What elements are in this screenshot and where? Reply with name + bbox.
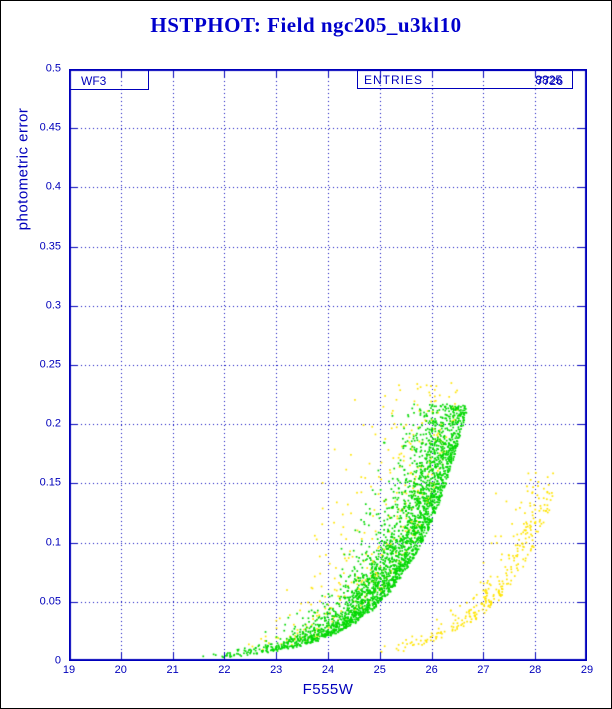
y-tick-label: 0.35: [39, 240, 61, 253]
y-axis-label: photometric error: [14, 107, 32, 231]
x-tick-label: 24: [321, 664, 335, 676]
detector-label-box: [70, 69, 149, 90]
page-title: HSTPHOT: Field ngc205_u3kl10: [150, 13, 462, 37]
y-tick-label: 0.5: [45, 62, 61, 75]
x-tick-label: 22: [218, 664, 231, 676]
detector-label: WF3: [81, 74, 107, 88]
y-tick-label: 0.45: [39, 121, 61, 134]
y-tick-label: 0.1: [45, 536, 61, 549]
y-tick-label: 0.2: [45, 417, 61, 430]
scatter-plot-canvas: [69, 69, 587, 661]
y-tick-label: 0: [54, 654, 61, 667]
x-tick-label: 23: [270, 664, 283, 676]
x-tick-label: 25: [373, 664, 386, 676]
entries-value-primary: 8825: [535, 73, 562, 87]
x-tick-label: 27: [477, 664, 490, 676]
x-tick-label: 21: [166, 664, 179, 676]
x-tick-label: 26: [425, 664, 438, 676]
x-tick-label: 29: [580, 664, 594, 676]
x-tick-label: 28: [529, 664, 542, 676]
entries-value-secondary: 7726: [536, 74, 563, 88]
entries-box: ENTRIES 8825 7726: [357, 70, 573, 89]
entries-label: ENTRIES: [364, 73, 424, 87]
y-tick-label: 0.3: [45, 299, 61, 312]
y-tick-label: 0.4: [45, 180, 61, 193]
y-tick-label: 0.15: [39, 476, 61, 489]
x-tick-label: 19: [62, 664, 76, 676]
x-axis-label: F555W: [302, 681, 354, 698]
y-tick-label: 0.05: [39, 595, 61, 608]
x-tick-label: 20: [114, 664, 127, 676]
y-tick-label: 0.25: [39, 358, 61, 371]
